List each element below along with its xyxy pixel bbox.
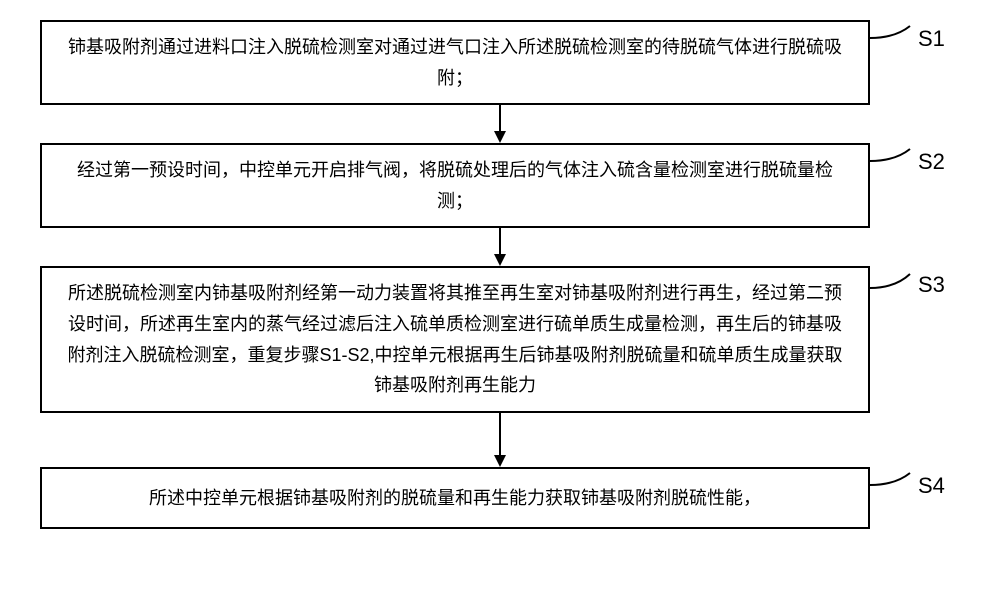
- step-box-s4: 所述中控单元根据铈基吸附剂的脱硫量和再生能力获取铈基吸附剂脱硫性能，: [40, 467, 870, 530]
- flow-row: 所述脱硫检测室内铈基吸附剂经第一动力装置将其推至再生室对铈基吸附剂进行再生，经过…: [40, 266, 960, 412]
- flow-row: 经过第一预设时间，中控单元开启排气阀，将脱硫处理后的气体注入硫含量检测室进行脱硫…: [40, 143, 960, 228]
- step-label-s3: S3: [918, 272, 945, 298]
- step-text: 所述中控单元根据铈基吸附剂的脱硫量和再生能力获取铈基吸附剂脱硫性能，: [149, 488, 761, 508]
- arrow-s1-s2: [85, 105, 915, 143]
- step-box-s3: 所述脱硫检测室内铈基吸附剂经第一动力装置将其推至再生室对铈基吸附剂进行再生，经过…: [40, 266, 870, 412]
- flowchart-container: 铈基吸附剂通过进料口注入脱硫检测室对通过进气口注入所述脱硫检测室的待脱硫气体进行…: [40, 20, 960, 529]
- arrow-s2-s3: [85, 228, 915, 266]
- arrow-s3-s4: [85, 413, 915, 467]
- flow-row: 所述中控单元根据铈基吸附剂的脱硫量和再生能力获取铈基吸附剂脱硫性能， S4: [40, 467, 960, 530]
- step-box-s1: 铈基吸附剂通过进料口注入脱硫检测室对通过进气口注入所述脱硫检测室的待脱硫气体进行…: [40, 20, 870, 105]
- step-text: 铈基吸附剂通过进料口注入脱硫检测室对通过进气口注入所述脱硫检测室的待脱硫气体进行…: [68, 37, 842, 88]
- step-label-s4: S4: [918, 473, 945, 499]
- step-box-s2: 经过第一预设时间，中控单元开启排气阀，将脱硫处理后的气体注入硫含量检测室进行脱硫…: [40, 143, 870, 228]
- flow-row: 铈基吸附剂通过进料口注入脱硫检测室对通过进气口注入所述脱硫检测室的待脱硫气体进行…: [40, 20, 960, 105]
- step-label-s2: S2: [918, 149, 945, 175]
- step-label-s1: S1: [918, 26, 945, 52]
- step-text: 经过第一预设时间，中控单元开启排气阀，将脱硫处理后的气体注入硫含量检测室进行脱硫…: [77, 160, 833, 211]
- step-text: 所述脱硫检测室内铈基吸附剂经第一动力装置将其推至再生室对铈基吸附剂进行再生，经过…: [67, 283, 842, 395]
